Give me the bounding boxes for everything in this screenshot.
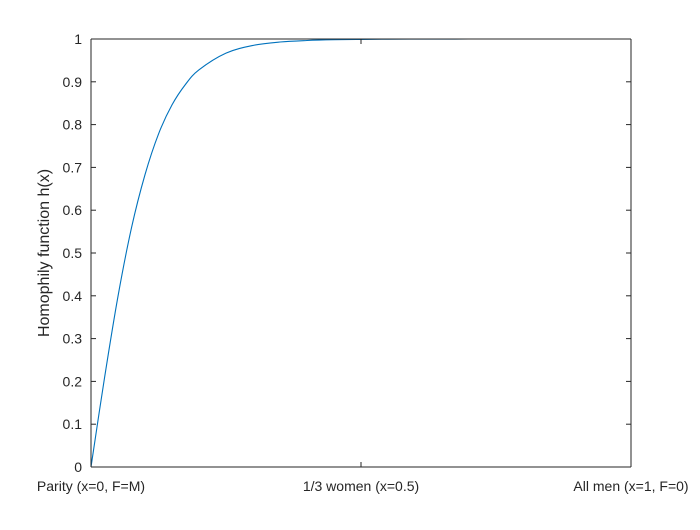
- y-tick-label: 0.5: [63, 245, 83, 261]
- y-tick-label: 0.6: [63, 202, 83, 218]
- y-tick-label: 0.2: [63, 373, 83, 389]
- y-axis-label: Homophily function h(x): [36, 169, 53, 337]
- y-tick-label: 0.9: [63, 74, 83, 90]
- y-tick-label: 0.4: [63, 288, 83, 304]
- x-tick-label: 1/3 women (x=0.5): [303, 478, 419, 494]
- y-tick-label: 0.3: [63, 331, 83, 347]
- x-tick-label: All men (x=1, F=0): [573, 478, 688, 494]
- plot-area: [91, 39, 631, 467]
- x-tick-label: Parity (x=0, F=M): [37, 478, 145, 494]
- y-tick-label: 0.1: [63, 416, 83, 432]
- y-tick-label: 0.7: [63, 159, 83, 175]
- y-tick-label: 0: [74, 459, 82, 475]
- y-tick-label: 1: [74, 31, 82, 47]
- y-tick-label: 0.8: [63, 117, 83, 133]
